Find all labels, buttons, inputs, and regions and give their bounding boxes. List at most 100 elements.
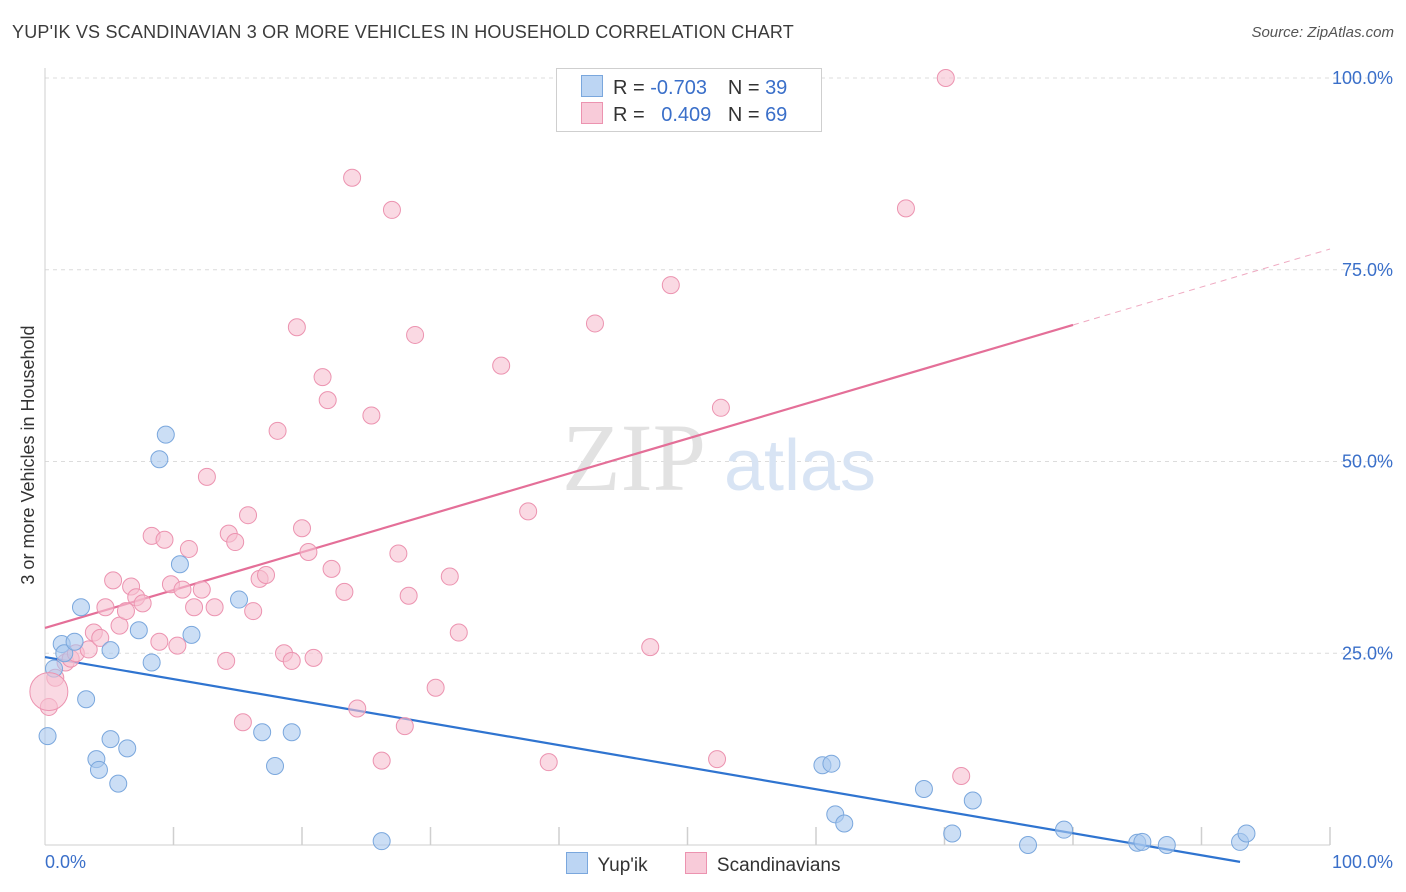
yupik-point — [156, 425, 175, 444]
yupik-point — [129, 621, 148, 640]
yupik-point — [55, 644, 74, 663]
y-axis-label: 3 or more Vehicles in Household — [18, 325, 38, 584]
scandinavian-point — [79, 640, 98, 659]
legend-row-scandinavians: R = 0.409 N = 69 — [581, 102, 787, 126]
legend-r-label: R = — [613, 104, 645, 126]
source-label: Source: ZipAtlas.com — [1251, 24, 1394, 41]
scandinavian-point — [179, 539, 198, 558]
scandinavian-point — [492, 356, 511, 375]
scandinavian-point — [343, 168, 362, 187]
scandinavian-point — [91, 628, 110, 647]
scandinavian-point — [304, 648, 323, 667]
scandinavian-point — [348, 699, 367, 718]
yupik-point — [71, 598, 90, 617]
data-points — [29, 69, 1256, 854]
gridlines — [45, 77, 1390, 654]
legend-item-yupik: Yup'ik — [565, 852, 648, 877]
scandinavian-point — [322, 559, 341, 578]
scandinavian-point — [936, 69, 955, 87]
series-legend: Yup'ik Scandinavians — [0, 852, 1406, 877]
yupik-point — [65, 632, 84, 651]
yupik-point — [150, 450, 169, 469]
yupik-point — [1133, 832, 1152, 851]
scandinavian-point — [287, 318, 306, 337]
scandinavian-point — [440, 567, 459, 586]
scandinavian-point — [395, 717, 414, 736]
legend-label-yupik: Yup'ik — [597, 855, 648, 876]
scandinavian-point — [299, 543, 318, 562]
chart-title: YUP'IK VS SCANDINAVIAN 3 OR MORE VEHICLE… — [12, 22, 794, 42]
yupik-point — [1157, 836, 1176, 854]
yupik-point — [282, 723, 301, 742]
yupik-point — [1019, 836, 1038, 854]
scandinavian-point — [233, 713, 252, 732]
scandinavian-point-large — [29, 672, 69, 712]
legend-swatch-pink — [684, 852, 707, 874]
scandinavian-point — [519, 502, 538, 521]
scandinavian-point — [708, 750, 727, 769]
scandinavian-point — [217, 651, 236, 670]
yupik-point — [1055, 820, 1074, 839]
axis-ticks: 25.0% 50.0% 75.0% 100.0% 0.0% 100.0% — [45, 68, 1393, 872]
scandinavian-point — [268, 421, 287, 440]
scandinavian-point — [293, 519, 311, 538]
yupik-point — [118, 739, 137, 758]
scandinavian-point — [426, 678, 445, 697]
scandinavian-point — [389, 544, 408, 563]
legend-r-label: R = — [613, 77, 645, 99]
y-tick-label: 75.0% — [1342, 260, 1393, 280]
yupik-trend-line — [44, 656, 1241, 863]
legend-label-scandinavians: Scandinavians — [716, 855, 841, 876]
scandinavian-point — [952, 766, 971, 785]
trend-lines — [44, 248, 1331, 863]
scandinavian-point — [239, 506, 258, 525]
scandinavian-point — [406, 325, 425, 344]
x-tick-label: 100.0% — [1332, 852, 1393, 872]
scandinavian-point — [133, 594, 152, 613]
x-tick-label: 0.0% — [45, 852, 86, 872]
yupik-point — [89, 760, 108, 779]
yupik-point — [77, 690, 96, 709]
scandinavian-trend-extension — [1072, 248, 1331, 326]
scandinavian-point — [711, 398, 730, 417]
yupik-point — [943, 824, 962, 843]
yupik-point — [963, 791, 982, 810]
scandinavian-point — [362, 406, 381, 425]
scandinavian-point — [896, 199, 915, 218]
scandinavian-point — [661, 276, 680, 295]
legend-swatch-pink — [581, 102, 603, 124]
scandinavian-trend-line — [44, 323, 1074, 629]
scandinavian-point — [382, 200, 401, 219]
scandinavian-point — [372, 751, 391, 770]
scandinavian-point — [539, 753, 558, 772]
yupik-point — [266, 756, 285, 775]
yupik-point — [101, 730, 120, 749]
scandinavian-point — [173, 580, 192, 599]
scandinavian-point — [185, 598, 204, 617]
axes — [44, 68, 1331, 846]
legend-row-yupik: R = -0.703 N = 39 — [581, 75, 787, 99]
watermark-atlas: atlas — [724, 426, 876, 506]
legend-n-label: N = — [727, 77, 760, 99]
legend-n-value: 39 — [765, 77, 788, 99]
scandinavian-point — [257, 566, 276, 585]
yupik-point — [372, 832, 391, 851]
yupik-point — [142, 653, 161, 672]
legend-r-value: -0.703 — [650, 77, 707, 99]
scandinavian-point — [282, 651, 301, 670]
yupik-point — [170, 555, 189, 574]
scandinavian-point — [585, 314, 604, 333]
y-tick-label: 100.0% — [1332, 68, 1393, 88]
yupik-point — [109, 774, 128, 793]
legend-r-value: 0.409 — [661, 104, 712, 126]
legend-item-scandinavians: Scandinavians — [684, 852, 841, 877]
scandinavian-point — [318, 391, 337, 410]
legend-swatch-blue — [565, 852, 588, 874]
legend-n-label: N = — [727, 104, 760, 126]
scandinavian-point — [96, 598, 115, 617]
scandinavian-point — [205, 598, 224, 617]
yupik-point — [822, 754, 841, 773]
legend-swatch-blue — [581, 75, 603, 97]
yupik-point — [253, 723, 272, 742]
